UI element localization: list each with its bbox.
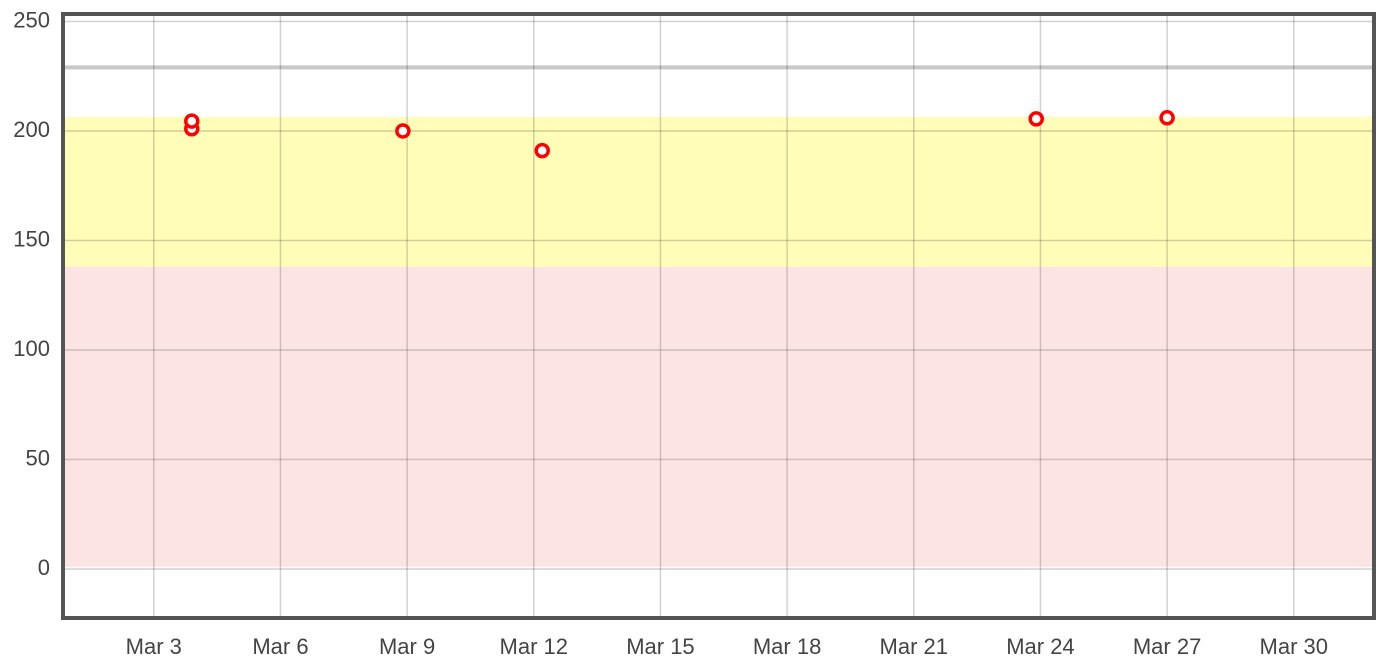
y-tick-label: 100: [13, 336, 50, 361]
point: [534, 142, 550, 159]
point: [1159, 110, 1175, 126]
band: [63, 116, 1374, 267]
x-tick-label: Mar 18: [753, 634, 821, 659]
x-tick-label: Mar 27: [1133, 634, 1201, 659]
x-tick-label: Mar 3: [126, 634, 182, 659]
band: [63, 266, 1374, 567]
y-tick-label: 0: [38, 555, 50, 580]
x-tick-label: Mar 9: [379, 634, 435, 659]
y-tick-label: 50: [26, 445, 50, 470]
x-tick-label: Mar 15: [626, 634, 694, 659]
x-tick-label: Mar 21: [880, 634, 948, 659]
x-tick-label: Mar 12: [500, 634, 568, 659]
plot-border: [61, 12, 1376, 620]
x-tick-label: Mar 24: [1006, 634, 1074, 659]
x-tick-label: Mar 6: [252, 634, 308, 659]
point: [1028, 111, 1044, 127]
x-tick-label: Mar 30: [1260, 634, 1328, 659]
point: [184, 113, 200, 129]
y-tick-label: 150: [13, 226, 50, 251]
y-tick-label: 250: [13, 7, 50, 32]
point: [395, 123, 411, 139]
y-tick-label: 200: [13, 117, 50, 142]
